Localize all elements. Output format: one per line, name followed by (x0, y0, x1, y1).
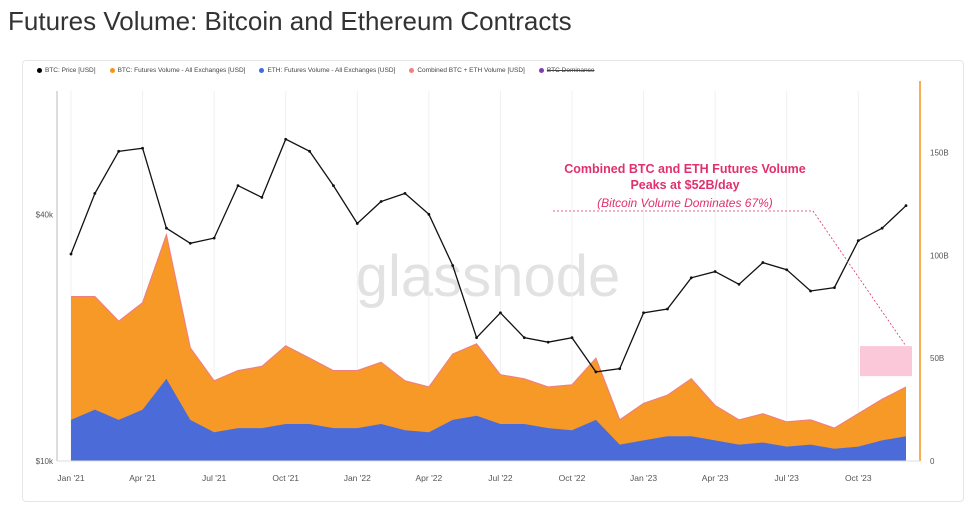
x-tick-label: Jul '23 (775, 473, 800, 483)
legend-item-btc-price[interactable]: BTC: Price [USD] (37, 67, 96, 74)
btc-price-point (212, 236, 216, 240)
btc-price-point (880, 226, 884, 230)
x-tick-label: Oct '21 (272, 473, 299, 483)
annotation-line-1: Combined BTC and ETH Futures Volume (564, 162, 805, 176)
chart-legend: BTC: Price [USD] BTC: Futures Volume - A… (37, 67, 595, 74)
btc-price-point (833, 286, 836, 289)
btc-price-point (308, 149, 311, 153)
eth-volume-area (71, 378, 906, 461)
btc-price-point (618, 367, 622, 371)
btc-price-point (642, 311, 645, 315)
btc-price-point (355, 222, 359, 225)
btc-price-point (165, 226, 168, 230)
btc-price-point (546, 340, 550, 344)
btc-price-point (236, 184, 240, 188)
page-title: Futures Volume: Bitcoin and Ethereum Con… (8, 6, 572, 36)
btc-price-point (403, 191, 407, 195)
btc-price-point (689, 276, 693, 280)
btc-price-point (188, 241, 192, 245)
btc-price-point (451, 264, 455, 267)
btc-price-point (332, 184, 335, 188)
btc-price-point (666, 307, 669, 311)
legend-swatch-icon (109, 68, 115, 73)
peak-highlight-box (860, 346, 912, 377)
btc-price-point (594, 370, 598, 374)
y-right-tick-label: 150B (930, 149, 949, 158)
x-tick-label: Jan '22 (344, 473, 371, 483)
x-tick-label: Apr '23 (702, 473, 729, 483)
legend-item-btc-dominance[interactable]: BTC Dominance (538, 67, 595, 74)
x-tick-label: Apr '22 (416, 473, 443, 483)
legend-swatch-icon (538, 68, 544, 73)
x-tick-label: Jan '21 (57, 473, 84, 483)
legend-label: BTC: Futures Volume - All Exchanges [USD… (117, 67, 246, 74)
annotation-group: Combined BTC and ETH Futures Volume Peak… (553, 162, 912, 377)
btc-price-point (713, 270, 717, 273)
btc-price-point (260, 195, 264, 199)
combined-volume-line (71, 232, 907, 429)
legend-item-eth-volume[interactable]: ETH: Futures Volume - All Exchanges [USD… (259, 67, 395, 74)
btc-price-point (284, 137, 288, 141)
legend-item-combined-volume[interactable]: Combined BTC + ETH Volume [USD] (409, 67, 525, 74)
volume-areas (71, 234, 906, 461)
watermark: glassnode (356, 244, 620, 309)
btc-price-point (69, 252, 73, 256)
btc-price-point (475, 336, 478, 340)
legend-swatch-icon (259, 68, 265, 73)
btc-price-point (761, 261, 765, 264)
btc-price-point (499, 311, 502, 315)
btc-price-point (117, 149, 121, 153)
legend-item-btc-volume[interactable]: BTC: Futures Volume - All Exchanges [USD… (109, 67, 246, 74)
x-tick-label: Jul '22 (488, 473, 513, 483)
btc-price-point (809, 289, 812, 293)
x-tick-label: Apr '21 (129, 473, 156, 483)
legend-swatch-icon (37, 68, 42, 73)
x-tick-label: Jul '21 (202, 473, 227, 483)
btc-price-point (904, 204, 908, 208)
x-tick-label: Oct '22 (559, 473, 586, 483)
chart-svg: glassnode Jan '21 Apr '21 Jul '21 Oct '21 Ja… (36, 81, 949, 483)
btc-price-point (737, 282, 741, 286)
x-tick-label: Oct '23 (845, 473, 872, 483)
btc-volume-area (71, 234, 906, 461)
btc-price-point (379, 200, 383, 203)
y-right-tick-label: 0 (930, 457, 935, 466)
btc-price-point (427, 212, 431, 216)
y-left-tick-label: $10k (36, 457, 54, 466)
btc-price-point (93, 191, 97, 195)
x-tick-label: Jan '23 (630, 473, 657, 483)
btc-price-point (141, 146, 144, 150)
btc-price-point (856, 239, 860, 243)
legend-swatch-icon (409, 68, 415, 73)
legend-label: BTC: Price [USD] (45, 67, 96, 74)
axes: Jan '21 Apr '21 Jul '21 Oct '21 Jan '22 Apr '… (36, 81, 949, 483)
annotation-leader-line (812, 210, 907, 347)
btc-price-point (785, 268, 789, 272)
annotation-line-2: Peaks at $52B/day (630, 178, 739, 192)
chart-panel: BTC: Price [USD] BTC: Futures Volume - A… (22, 60, 964, 502)
btc-price-point (522, 336, 526, 340)
series-lines (69, 137, 908, 429)
legend-label: Combined BTC + ETH Volume [USD] (417, 67, 525, 74)
y-right-tick-label: 50B (930, 354, 944, 363)
legend-label: BTC Dominance (546, 67, 595, 74)
btc-price-point (570, 336, 574, 340)
y-left-tick-label: $40k (36, 210, 54, 219)
annotation-line-3: (Bitcoin Volume Dominates 67%) (597, 196, 773, 210)
legend-label: ETH: Futures Volume - All Exchanges [USD… (267, 67, 396, 74)
btc-price-line (70, 138, 907, 373)
y-right-tick-label: 100B (930, 251, 949, 260)
